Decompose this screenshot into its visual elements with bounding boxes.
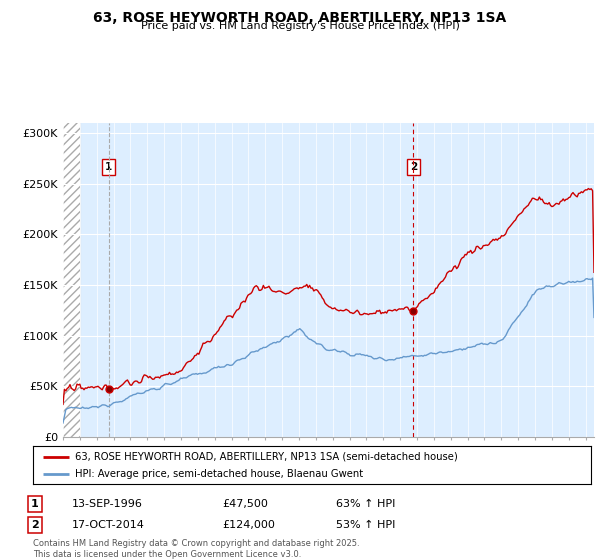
Text: 17-OCT-2014: 17-OCT-2014 bbox=[72, 520, 145, 530]
Text: 1: 1 bbox=[105, 162, 112, 172]
Text: 2: 2 bbox=[31, 520, 38, 530]
Text: 13-SEP-1996: 13-SEP-1996 bbox=[72, 499, 143, 509]
Bar bbox=[63, 123, 80, 437]
Text: 63% ↑ HPI: 63% ↑ HPI bbox=[336, 499, 395, 509]
Text: 53% ↑ HPI: 53% ↑ HPI bbox=[336, 520, 395, 530]
Text: 63, ROSE HEYWORTH ROAD, ABERTILLERY, NP13 1SA: 63, ROSE HEYWORTH ROAD, ABERTILLERY, NP1… bbox=[94, 11, 506, 25]
Text: £124,000: £124,000 bbox=[222, 520, 275, 530]
Text: 2: 2 bbox=[410, 162, 417, 172]
Text: 1: 1 bbox=[31, 499, 38, 509]
Bar bbox=[63, 123, 80, 437]
Text: £47,500: £47,500 bbox=[222, 499, 268, 509]
Text: Price paid vs. HM Land Registry's House Price Index (HPI): Price paid vs. HM Land Registry's House … bbox=[140, 21, 460, 31]
Text: 63, ROSE HEYWORTH ROAD, ABERTILLERY, NP13 1SA (semi-detached house): 63, ROSE HEYWORTH ROAD, ABERTILLERY, NP1… bbox=[75, 451, 458, 461]
Text: Contains HM Land Registry data © Crown copyright and database right 2025.
This d: Contains HM Land Registry data © Crown c… bbox=[33, 539, 359, 559]
Bar bbox=[63, 123, 80, 437]
Text: HPI: Average price, semi-detached house, Blaenau Gwent: HPI: Average price, semi-detached house,… bbox=[75, 469, 363, 479]
